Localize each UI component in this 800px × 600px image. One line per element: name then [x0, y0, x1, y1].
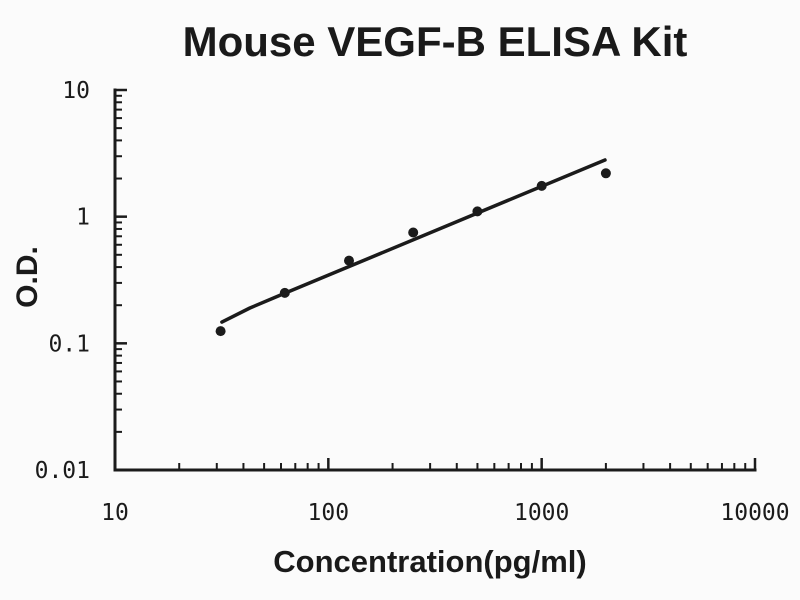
fit-line-path	[220, 158, 607, 324]
y-axis-tick-label: 0.01	[35, 458, 90, 484]
x-axis-tick-label: 100	[308, 500, 350, 526]
x-axis-tick-label: 1000	[514, 500, 569, 526]
y-axis-tick-label: 10	[62, 78, 90, 104]
x-axis-label: Concentration(pg/ml)	[273, 544, 587, 579]
y-axis-tick-label: 0.1	[48, 331, 90, 357]
x-axis-tick-label: 10	[101, 500, 129, 526]
chart-title: Mouse VEGF-B ELISA Kit	[182, 18, 688, 65]
data-point	[215, 326, 226, 337]
data-point	[408, 227, 419, 238]
y-axis-tick-label: 1	[76, 205, 90, 231]
data-point	[600, 168, 611, 179]
x-axis-tick-label: 10000	[720, 500, 789, 526]
data-point	[344, 255, 354, 266]
